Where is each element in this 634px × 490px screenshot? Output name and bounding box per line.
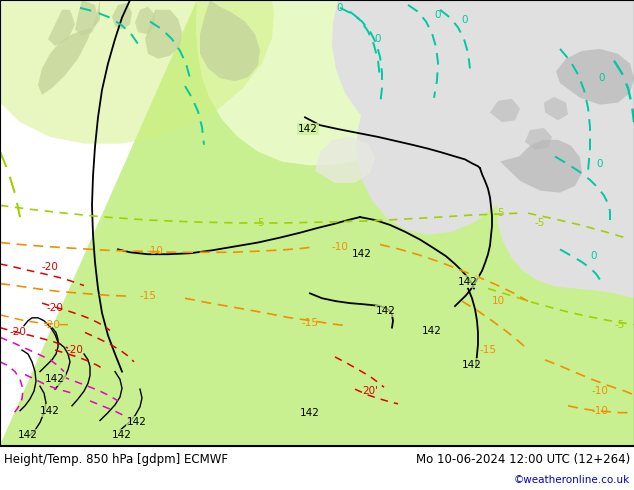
- Text: 0: 0: [597, 159, 603, 169]
- Polygon shape: [0, 0, 274, 144]
- Text: -5: -5: [535, 218, 545, 228]
- Text: -20: -20: [42, 262, 58, 272]
- Polygon shape: [525, 128, 552, 149]
- Text: 10: 10: [491, 296, 505, 306]
- Text: 142: 142: [352, 249, 372, 259]
- Text: 5: 5: [496, 208, 503, 218]
- Text: -20: -20: [67, 345, 84, 355]
- Text: 0: 0: [462, 15, 469, 24]
- Text: -15: -15: [139, 291, 157, 301]
- Text: -10: -10: [592, 406, 609, 416]
- Polygon shape: [500, 140, 582, 193]
- Text: 0: 0: [591, 251, 597, 261]
- Text: -10: -10: [332, 243, 349, 252]
- Polygon shape: [48, 10, 75, 46]
- Polygon shape: [490, 99, 520, 122]
- Text: 142: 142: [458, 277, 478, 287]
- Text: 0: 0: [598, 73, 605, 83]
- Polygon shape: [145, 10, 182, 59]
- Text: ©weatheronline.co.uk: ©weatheronline.co.uk: [514, 475, 630, 485]
- Text: -20: -20: [44, 319, 60, 330]
- Text: Height/Temp. 850 hPa [gdpm] ECMWF: Height/Temp. 850 hPa [gdpm] ECMWF: [4, 453, 228, 466]
- Text: 142: 142: [298, 124, 318, 134]
- Polygon shape: [544, 97, 568, 120]
- Polygon shape: [135, 7, 155, 34]
- Polygon shape: [200, 0, 260, 81]
- Text: 142: 142: [18, 430, 38, 440]
- Polygon shape: [0, 0, 634, 445]
- Text: 142: 142: [300, 408, 320, 417]
- Text: 142: 142: [422, 325, 442, 336]
- Text: 20': 20': [362, 386, 378, 396]
- Text: 0: 0: [337, 3, 343, 13]
- Polygon shape: [332, 0, 634, 298]
- Polygon shape: [112, 3, 132, 29]
- Text: -20: -20: [46, 303, 63, 313]
- Polygon shape: [315, 137, 375, 183]
- Polygon shape: [75, 0, 98, 36]
- Text: -10: -10: [146, 246, 164, 256]
- Text: 5: 5: [257, 218, 263, 228]
- Text: 142: 142: [45, 374, 65, 384]
- Text: -10: -10: [592, 386, 609, 396]
- Text: -20: -20: [10, 327, 27, 338]
- Text: 142: 142: [127, 417, 147, 427]
- Text: 142: 142: [376, 306, 396, 316]
- Text: -15: -15: [479, 345, 496, 355]
- Text: Mo 10-06-2024 12:00 UTC (12+264): Mo 10-06-2024 12:00 UTC (12+264): [416, 453, 630, 466]
- Text: 0: 0: [435, 10, 441, 20]
- Text: -15: -15: [302, 318, 318, 328]
- Text: 142: 142: [462, 360, 482, 370]
- Text: 0: 0: [375, 34, 381, 44]
- Polygon shape: [556, 49, 634, 105]
- Text: 142: 142: [40, 406, 60, 416]
- Text: 142: 142: [112, 430, 132, 440]
- Polygon shape: [38, 0, 100, 95]
- Text: -5: -5: [615, 319, 625, 330]
- Polygon shape: [196, 0, 500, 165]
